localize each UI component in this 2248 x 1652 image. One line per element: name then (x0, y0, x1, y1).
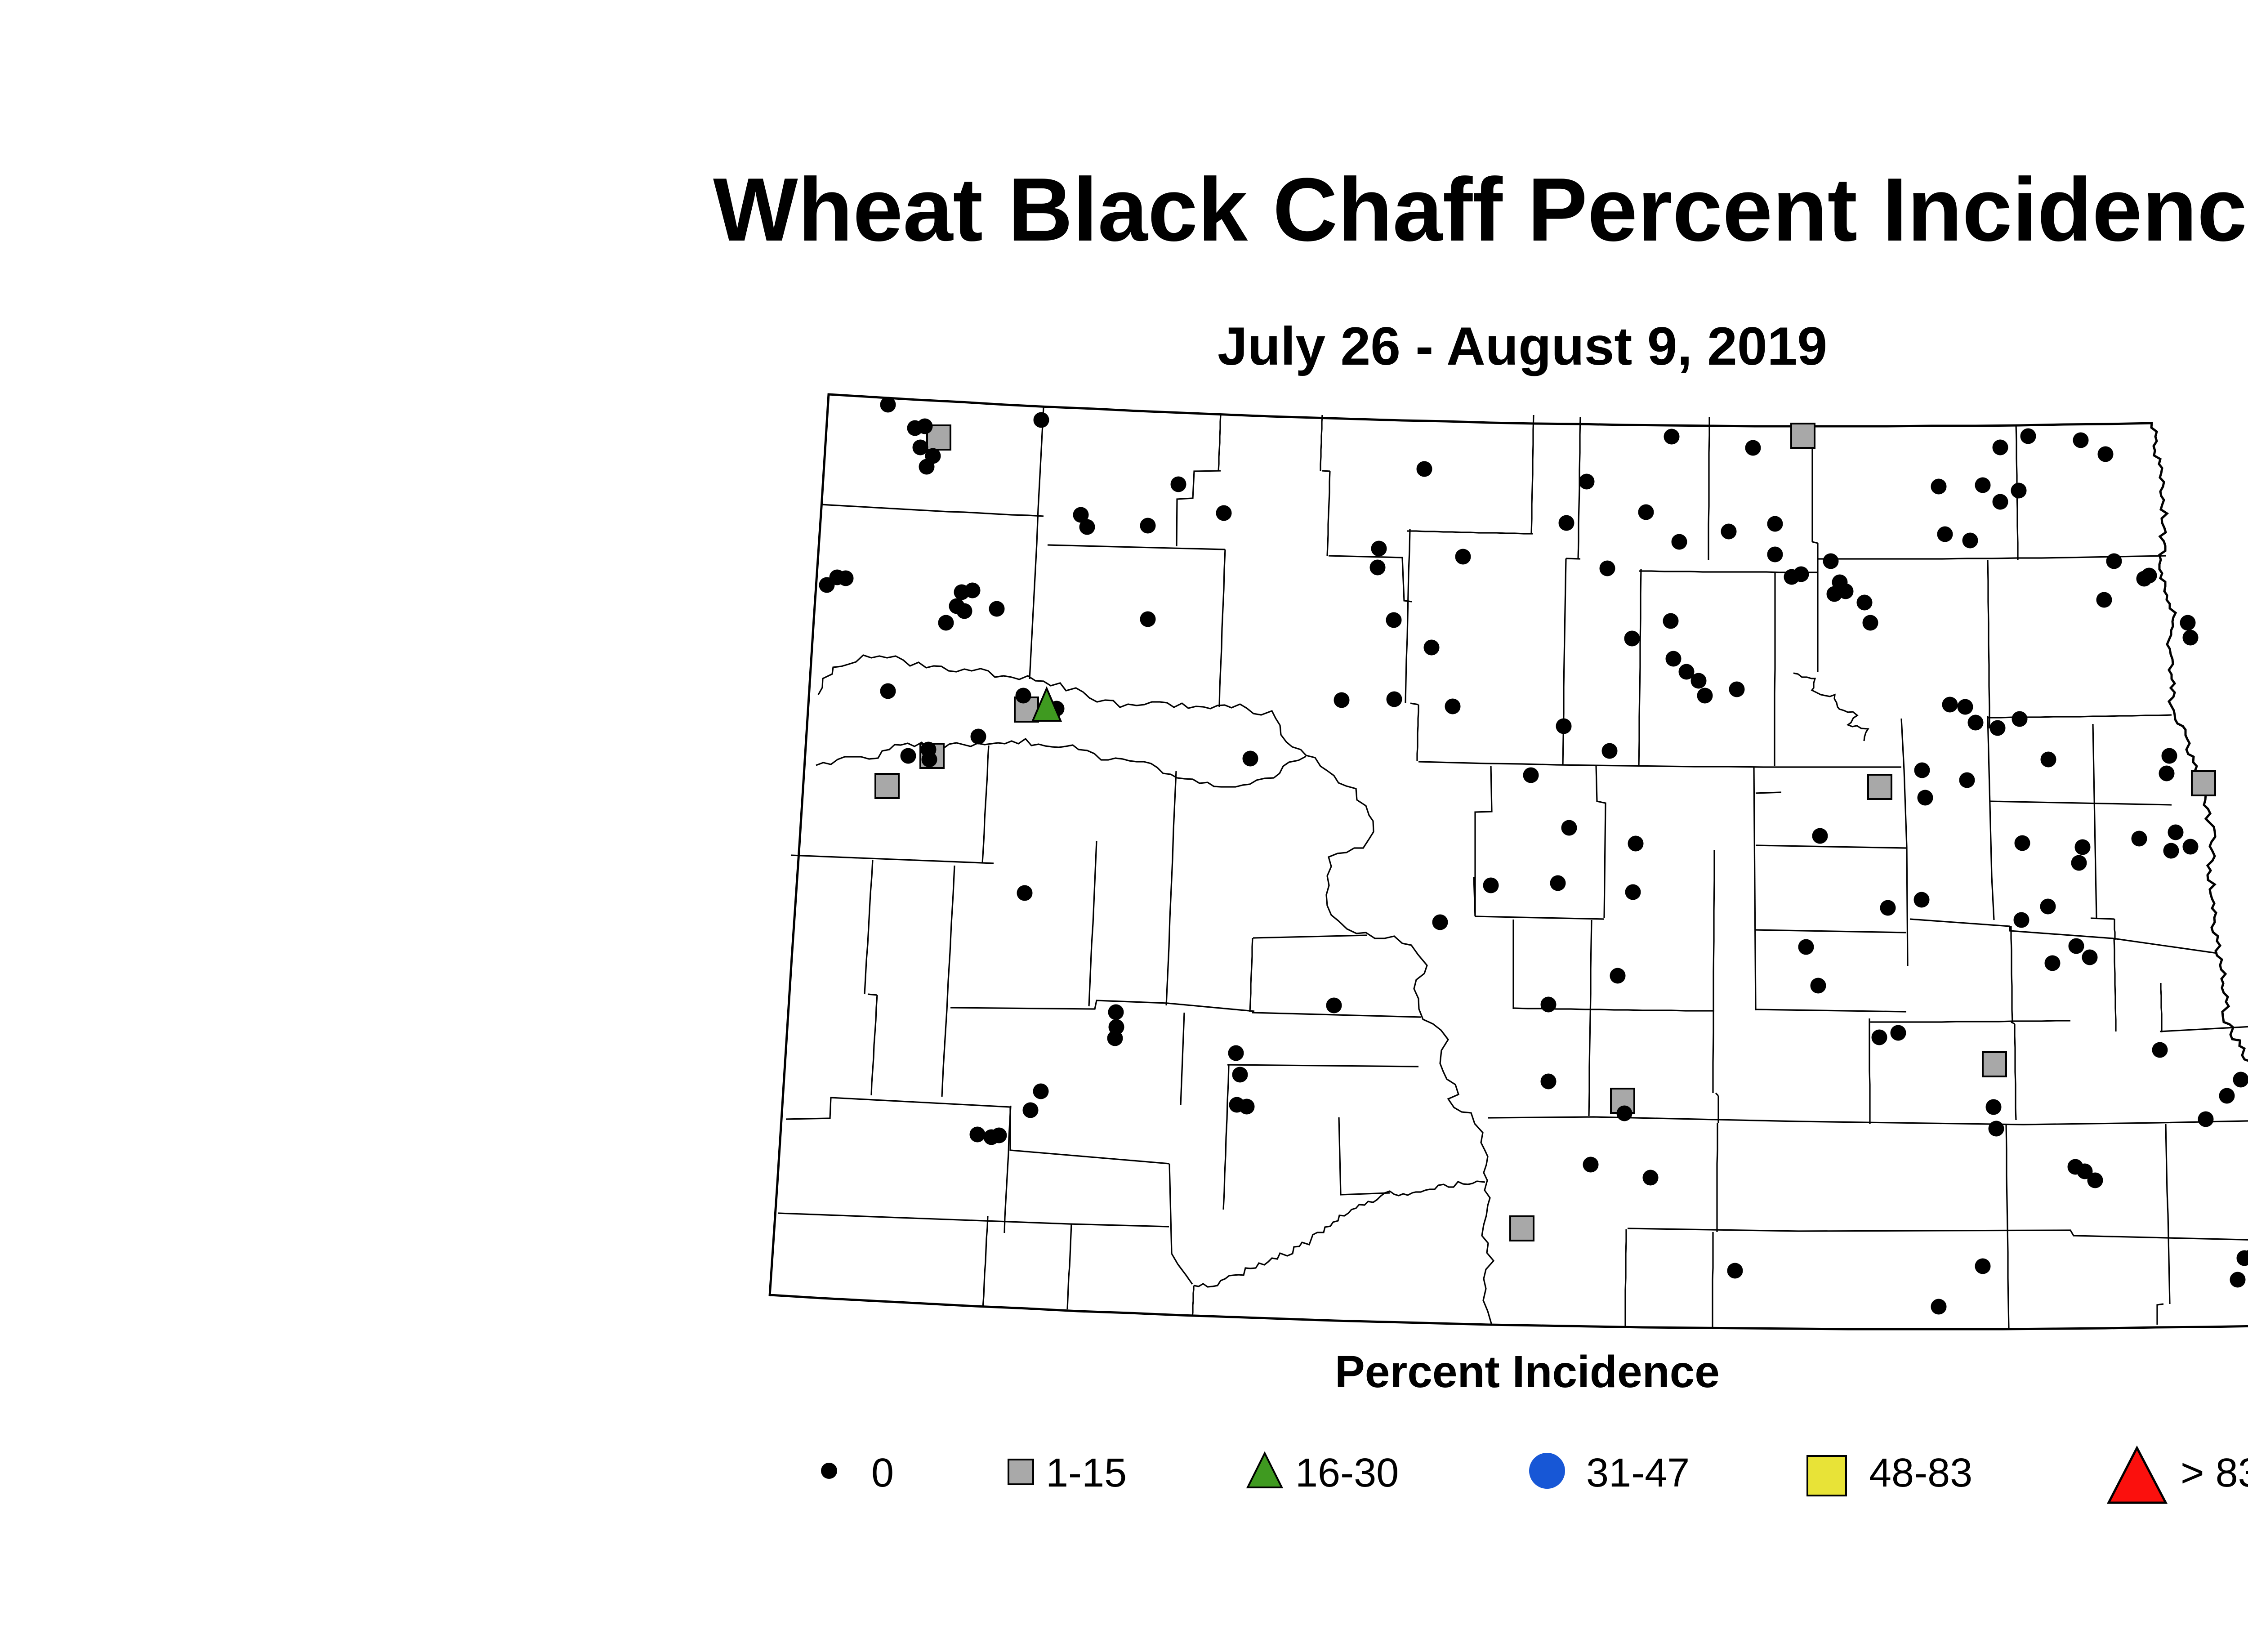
svg-text:31-47: 31-47 (1586, 1451, 1690, 1496)
svg-text:Wheat Black Chaff Percent Inci: Wheat Black Chaff Percent Incidence (713, 160, 2248, 260)
svg-text:0: 0 (871, 1451, 894, 1496)
svg-text:16-30: 16-30 (1295, 1451, 1399, 1496)
svg-text:48-83: 48-83 (1869, 1451, 1972, 1496)
svg-text:Percent Incidence: Percent Incidence (1335, 1347, 1720, 1397)
svg-text:July 26 - August 9, 2019: July 26 - August 9, 2019 (1218, 316, 1827, 376)
svg-text:1-15: 1-15 (1046, 1451, 1127, 1496)
svg-text:> 83: > 83 (2181, 1451, 2248, 1496)
